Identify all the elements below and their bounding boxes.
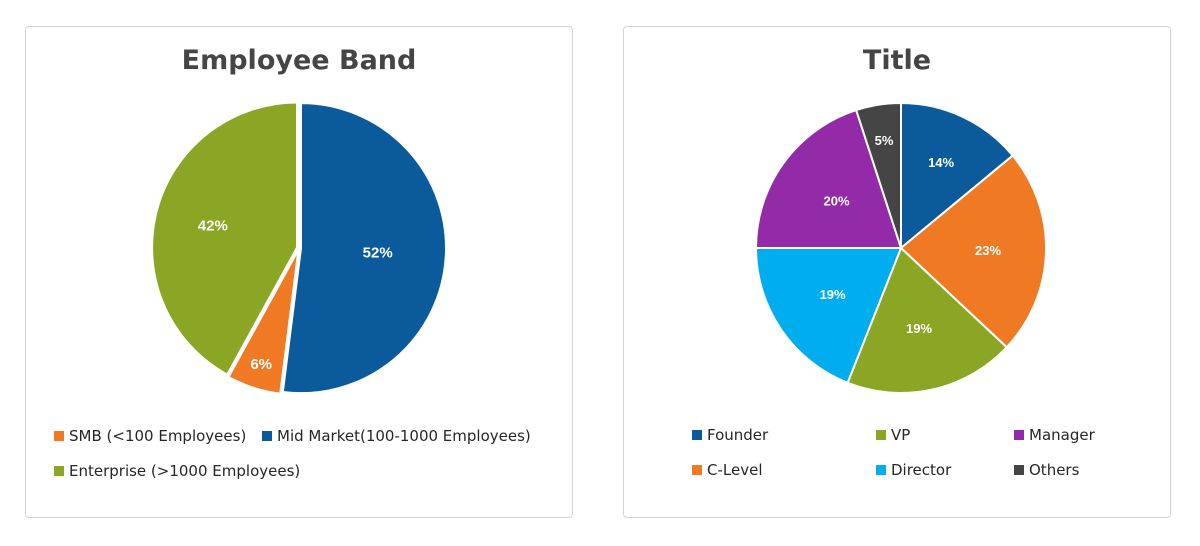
title-chart-panel: Title 14% 23% 19% 19% 20% 5% Founder VP Manager… <box>623 26 1171 518</box>
data-label-mid-market-100-1000-employees: 52% <box>363 245 393 262</box>
pie-slice-founder <box>900 102 1014 249</box>
pie-slice-manager <box>755 109 902 249</box>
pie-slice-enterprise-1000-employees <box>151 101 299 376</box>
pie-slice-smb-100-employees <box>227 248 300 395</box>
title-pie: 14% 23% 19% 19% 20% 5% <box>755 102 1047 394</box>
data-label-manager: 20% <box>823 194 849 209</box>
pie-slice-director <box>755 247 902 384</box>
data-label-vp: 19% <box>906 321 932 336</box>
data-label-others: 5% <box>875 133 894 148</box>
data-label-director: 19% <box>820 287 846 302</box>
data-label-enterprise-1000-employees: 42% <box>198 217 228 234</box>
data-label-smb-100-employees: 6% <box>250 356 272 373</box>
pie-slice-c-level <box>900 154 1047 349</box>
chart-title: Employee Band <box>181 45 417 76</box>
data-label-founder: 14% <box>928 155 954 170</box>
employee-band-pie: 52% 6% 42% <box>151 101 447 395</box>
chart-title: Title <box>862 45 932 76</box>
employee-band-chart-panel: Employee Band 52% 6% 42% SMB (<100 Employe… <box>25 26 573 518</box>
pie-slice-mid-market-100-1000-employees <box>281 102 447 395</box>
pie-slice-others <box>855 102 902 249</box>
data-label-c-level: 23% <box>975 243 1001 258</box>
